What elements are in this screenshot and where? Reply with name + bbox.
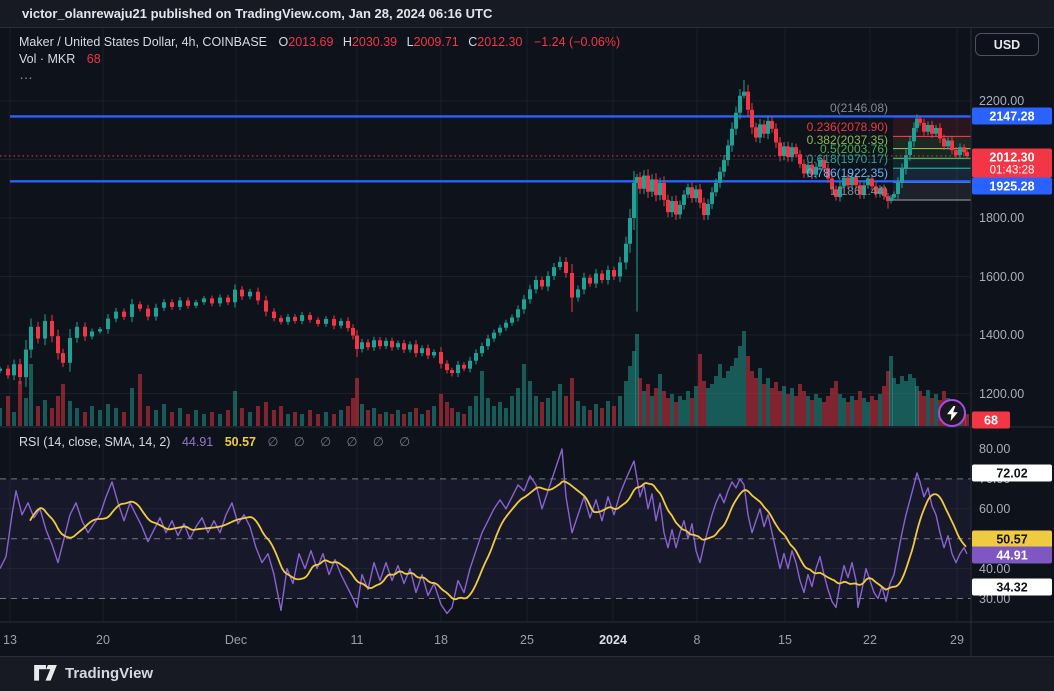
low-value: 2009.71 — [413, 35, 459, 49]
rsi-legend-row: RSI (14, close, SMA, 14, 2) 44.91 50.57 … — [19, 434, 416, 449]
symbol-title: Maker / United States Dollar, 4h, COINBA… — [19, 35, 268, 49]
change-value: −1.24 (−0.06%) — [533, 35, 621, 49]
instant-order-button[interactable] — [938, 399, 966, 427]
tradingview-brand-text: TradingView — [65, 664, 154, 682]
volume-label: Vol · MKR — [19, 52, 76, 66]
bottom-toolbar: TradingView — [0, 656, 1054, 691]
legend-more-button[interactable]: … — [19, 66, 34, 82]
publish-info-text: victor_olanrewaju21 published on Trading… — [22, 6, 493, 21]
rsi-label: RSI (14, close, SMA, 14, 2) — [19, 435, 171, 449]
rsi-sma-value: 50.57 — [224, 435, 256, 449]
open-value: 2013.69 — [288, 35, 334, 49]
open-label: O — [278, 35, 289, 49]
lightning-icon — [946, 405, 958, 421]
rsi-zero-flags: ∅ ∅ ∅ ∅ ∅ ∅ — [267, 435, 417, 449]
volume-value: 68 — [86, 52, 101, 66]
volume-legend-row: Vol · MKR 68 — [19, 51, 620, 68]
rsi-value: 44.91 — [181, 435, 214, 449]
low-label: L — [406, 35, 414, 49]
symbol-legend-row: Maker / United States Dollar, 4h, COINBA… — [19, 34, 620, 51]
high-value: 2030.39 — [351, 35, 398, 49]
publish-top-bar: victor_olanrewaju21 published on Trading… — [0, 0, 1054, 28]
close-label: C — [468, 35, 478, 49]
close-value: 2012.30 — [477, 35, 523, 49]
main-pane-legend: Maker / United States Dollar, 4h, COINBA… — [19, 34, 620, 85]
high-label: H — [342, 35, 352, 49]
currency-toggle-button[interactable]: USD — [975, 33, 1039, 56]
tradingview-home-link[interactable]: TradingView — [33, 664, 153, 682]
tradingview-logo — [34, 664, 57, 681]
